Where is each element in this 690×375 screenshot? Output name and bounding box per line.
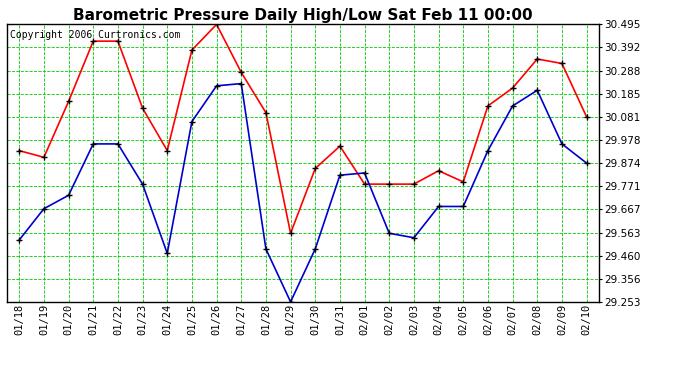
- Title: Barometric Pressure Daily High/Low Sat Feb 11 00:00: Barometric Pressure Daily High/Low Sat F…: [73, 8, 533, 23]
- Text: Copyright 2006 Curtronics.com: Copyright 2006 Curtronics.com: [10, 30, 180, 40]
